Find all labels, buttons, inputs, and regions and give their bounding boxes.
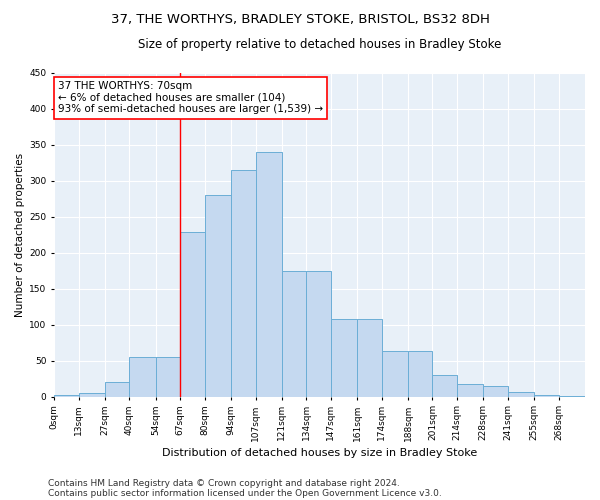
Bar [457, 384, 484, 396]
Bar [156, 357, 180, 397]
Bar [205, 195, 231, 396]
Y-axis label: Number of detached properties: Number of detached properties [15, 152, 25, 316]
Bar [54, 395, 79, 396]
Bar [534, 395, 559, 396]
Bar [180, 232, 205, 396]
Bar [307, 270, 331, 396]
Bar [433, 375, 457, 396]
Title: Size of property relative to detached houses in Bradley Stoke: Size of property relative to detached ho… [138, 38, 501, 51]
Bar [357, 319, 382, 396]
Text: 37, THE WORTHYS, BRADLEY STOKE, BRISTOL, BS32 8DH: 37, THE WORTHYS, BRADLEY STOKE, BRISTOL,… [110, 12, 490, 26]
Bar [79, 393, 105, 396]
Bar [331, 319, 357, 396]
Bar [282, 270, 307, 396]
Text: 37 THE WORTHYS: 70sqm
← 6% of detached houses are smaller (104)
93% of semi-deta: 37 THE WORTHYS: 70sqm ← 6% of detached h… [58, 81, 323, 114]
Text: Contains public sector information licensed under the Open Government Licence v3: Contains public sector information licen… [48, 488, 442, 498]
Bar [256, 152, 282, 396]
Bar [408, 351, 433, 397]
Bar [105, 382, 130, 396]
Text: Contains HM Land Registry data © Crown copyright and database right 2024.: Contains HM Land Registry data © Crown c… [48, 478, 400, 488]
X-axis label: Distribution of detached houses by size in Bradley Stoke: Distribution of detached houses by size … [162, 448, 477, 458]
Bar [508, 392, 534, 396]
Bar [382, 351, 408, 397]
Bar [484, 386, 508, 396]
Bar [130, 357, 156, 397]
Bar [231, 170, 256, 396]
